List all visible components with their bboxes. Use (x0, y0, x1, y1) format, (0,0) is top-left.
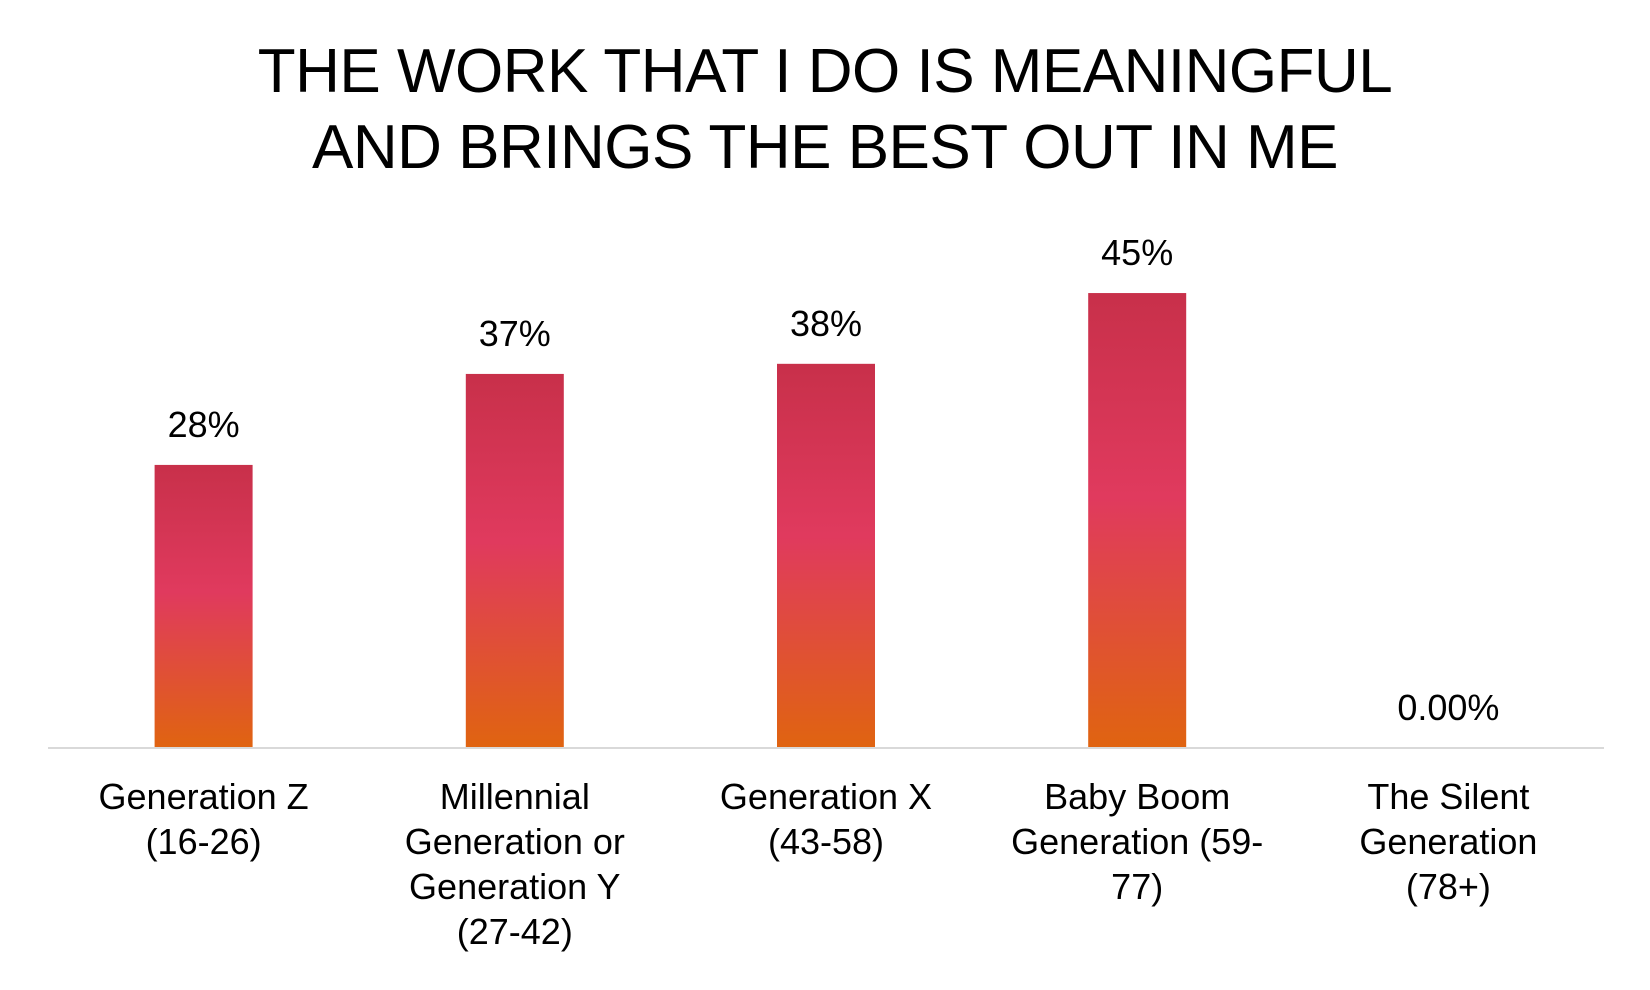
category-label-0-line-1: (16-26) (146, 821, 262, 862)
category-label-1-line-3: (27-42) (457, 911, 573, 952)
category-labels-layer: Generation Z (16-26)Millennial Generation … (99, 776, 1538, 952)
category-label-3: Baby Boom Generation (59-77) (1011, 776, 1263, 907)
category-label-4: The Silent Generation (78+) (1359, 776, 1537, 907)
category-label-1: Millennial Generation or Generation Y (27-4… (405, 776, 625, 952)
chart-title: THE WORK THAT I DO IS MEANINGFUL AND BRI… (0, 34, 1650, 186)
chart-title-line-2: AND BRINGS THE BEST OUT IN ME (312, 113, 1338, 182)
bars-layer (154, 293, 1187, 748)
bar-3 (1088, 293, 1187, 748)
data-label-1: 37% (479, 313, 551, 354)
category-label-4-line-1: Generation (1359, 821, 1537, 862)
category-label-1-line-2: Generation Y (409, 866, 620, 907)
category-label-0-line-0: Generation Z (99, 776, 309, 817)
category-label-1-line-0: Millennial (440, 776, 590, 817)
category-label-4-line-0: The Silent (1367, 776, 1529, 817)
category-label-0: Generation Z (16-26) (99, 776, 309, 862)
category-label-2-line-0: Generation X (720, 776, 932, 817)
category-label-2: Generation X (43-58) (720, 776, 932, 862)
data-label-4: 0.00% (1397, 687, 1499, 728)
category-label-3-line-1: Generation (59- (1011, 821, 1263, 862)
data-label-2: 38% (790, 303, 862, 344)
category-label-3-line-0: Baby Boom (1044, 776, 1230, 817)
chart-title-line-1: THE WORK THAT I DO IS MEANINGFUL (257, 37, 1393, 106)
category-label-3-line-2: 77) (1111, 866, 1163, 907)
category-label-1-line-1: Generation or (405, 821, 625, 862)
data-labels-layer: 28% 37% 38% 45% 0.00% (168, 232, 1500, 728)
bar-2 (777, 363, 875, 748)
data-label-0: 28% (168, 404, 240, 445)
bar-1 (465, 373, 564, 748)
data-label-3: 45% (1101, 232, 1173, 273)
category-label-4-line-2: (78+) (1406, 866, 1491, 907)
category-label-2-line-1: (43-58) (768, 821, 884, 862)
bar-0 (154, 464, 253, 748)
